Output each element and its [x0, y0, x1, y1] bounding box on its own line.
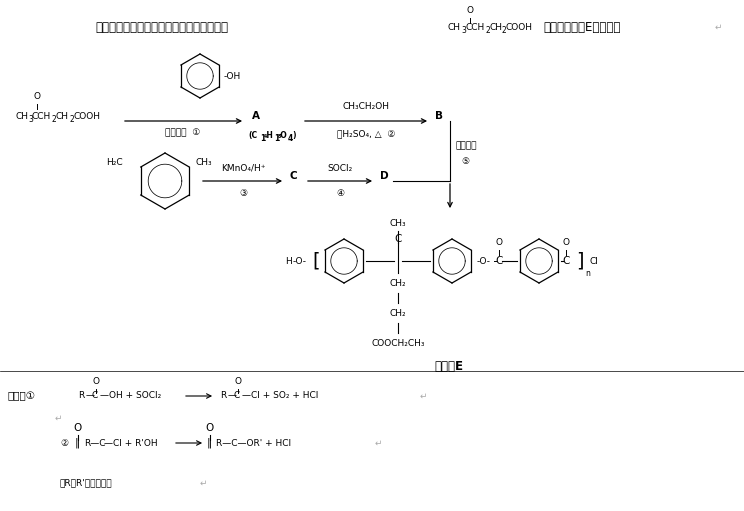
- Text: ‖: ‖: [75, 438, 80, 448]
- Text: —Cl + R'OH: —Cl + R'OH: [104, 438, 158, 448]
- Text: -O-: -O-: [477, 257, 491, 266]
- Text: C: C: [562, 256, 570, 266]
- Text: 4: 4: [288, 133, 293, 143]
- Text: O: O: [92, 377, 100, 386]
- Text: SOCl₂: SOCl₂: [327, 164, 353, 173]
- Text: CH₃: CH₃: [390, 219, 406, 227]
- Text: ↵: ↵: [55, 413, 62, 423]
- Text: 已知：①: 已知：①: [8, 391, 36, 401]
- Text: O: O: [496, 238, 502, 247]
- Text: 聚芳酯E: 聚芳酯E: [434, 360, 464, 373]
- Text: 2: 2: [69, 114, 74, 124]
- Text: ↵: ↵: [715, 22, 722, 32]
- Text: CCH: CCH: [465, 22, 484, 32]
- Text: COOH: COOH: [506, 22, 533, 32]
- Text: D: D: [380, 171, 388, 181]
- Text: —Cl + SO₂ + HCl: —Cl + SO₂ + HCl: [242, 391, 318, 401]
- Text: C: C: [234, 391, 240, 401]
- Text: CH: CH: [15, 111, 28, 121]
- Text: n: n: [585, 268, 590, 277]
- Text: CCH: CCH: [32, 111, 51, 121]
- Text: ④: ④: [336, 189, 344, 197]
- Text: COOCH₂CH₃: COOCH₂CH₃: [371, 338, 425, 347]
- Text: R: R: [220, 391, 226, 401]
- Text: R—C—OR' + HCl: R—C—OR' + HCl: [216, 438, 291, 448]
- Text: CH₃: CH₃: [195, 157, 211, 167]
- Text: 一定条件  ①: 一定条件 ①: [165, 128, 201, 137]
- Text: C: C: [290, 171, 298, 181]
- Text: O: O: [562, 238, 569, 247]
- Text: CH₂: CH₂: [390, 278, 406, 288]
- Text: ②: ②: [60, 438, 68, 448]
- Text: CH: CH: [448, 22, 461, 32]
- Text: 2: 2: [502, 26, 507, 35]
- Text: -OH: -OH: [224, 72, 241, 81]
- Text: C: C: [496, 256, 503, 266]
- Text: O: O: [234, 377, 242, 386]
- Text: 2: 2: [485, 26, 490, 35]
- Text: ₄H: ₄H: [264, 130, 274, 140]
- Text: 领域具有广泛应用。下图是利用乙酰丙酸（: 领域具有广泛应用。下图是利用乙酰丙酸（: [95, 20, 228, 34]
- Text: CH: CH: [489, 22, 502, 32]
- Text: O: O: [33, 92, 40, 101]
- Text: （R、R'表示烃基）: （R、R'表示烃基）: [60, 478, 112, 487]
- Text: R: R: [78, 391, 84, 401]
- Text: ): ): [292, 130, 295, 140]
- Text: KMnO₄/H⁺: KMnO₄/H⁺: [221, 164, 266, 173]
- Text: —: —: [86, 391, 95, 401]
- Text: O: O: [466, 6, 473, 15]
- Text: CH: CH: [56, 111, 69, 121]
- Text: ↵: ↵: [200, 478, 208, 487]
- Text: —: —: [228, 391, 237, 401]
- Text: 3: 3: [461, 26, 466, 35]
- Text: A: A: [252, 111, 260, 121]
- Text: ⑤: ⑤: [461, 156, 469, 166]
- Text: ‖: ‖: [207, 438, 212, 448]
- Text: ₈O: ₈O: [278, 130, 288, 140]
- Text: ↵: ↵: [420, 391, 428, 401]
- Text: [: [: [312, 251, 319, 270]
- Text: CH₃CH₂OH: CH₃CH₂OH: [342, 102, 390, 110]
- Text: H₂C: H₂C: [106, 157, 123, 167]
- Text: O: O: [74, 423, 82, 433]
- Text: 3: 3: [28, 114, 33, 124]
- Text: —OH + SOCl₂: —OH + SOCl₂: [100, 391, 161, 401]
- Text: C: C: [394, 234, 402, 244]
- Text: 一定条件: 一定条件: [455, 142, 476, 151]
- Text: CH₂: CH₂: [390, 309, 406, 317]
- Text: 稀H₂SO₄, △  ②: 稀H₂SO₄, △ ②: [337, 129, 395, 138]
- Text: 1: 1: [274, 133, 279, 143]
- Text: ③: ③: [239, 189, 247, 197]
- Text: 2: 2: [52, 114, 57, 124]
- Text: ）合成聚芳酯E的路线：: ）合成聚芳酯E的路线：: [543, 20, 620, 34]
- Text: 1: 1: [260, 133, 266, 143]
- Text: R—C: R—C: [84, 438, 106, 448]
- Text: -O-: -O-: [293, 257, 307, 266]
- Text: O: O: [206, 423, 214, 433]
- Text: COOH: COOH: [73, 111, 100, 121]
- Text: H: H: [285, 257, 292, 266]
- Text: Cl: Cl: [590, 257, 599, 266]
- Text: ]: ]: [576, 251, 583, 270]
- Text: ↵: ↵: [375, 438, 382, 448]
- Text: C: C: [92, 391, 98, 401]
- Text: (C: (C: [248, 130, 257, 140]
- Text: B: B: [435, 111, 443, 121]
